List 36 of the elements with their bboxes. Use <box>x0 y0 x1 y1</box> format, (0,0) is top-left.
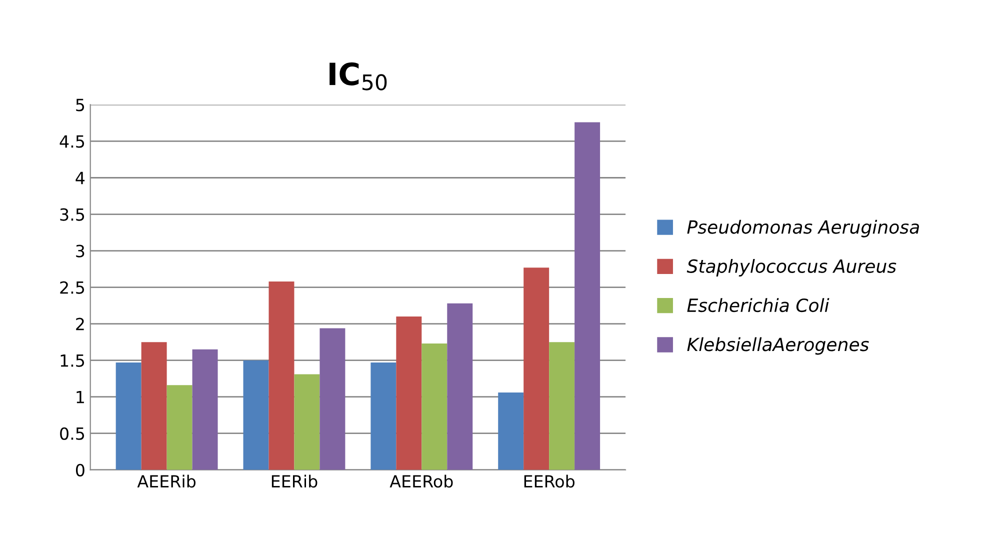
bar <box>524 268 550 470</box>
bar <box>447 303 473 470</box>
legend-label: KlebsiellaAerogenes <box>687 337 869 355</box>
y-tick-label: 4 <box>76 172 85 184</box>
legend-label: Escherichia Coli <box>687 298 830 312</box>
x-tick-label: AEERib <box>137 474 196 488</box>
bar <box>370 362 396 470</box>
x-tick-label: AEERob <box>390 474 453 488</box>
bar <box>141 342 167 470</box>
bar <box>243 360 269 470</box>
y-tick-label: 5 <box>76 98 84 112</box>
bar <box>294 374 320 470</box>
bar <box>320 328 346 470</box>
bar <box>116 362 142 470</box>
bar <box>422 344 448 470</box>
y-tick-label: 3.5 <box>60 208 84 221</box>
legend-label: Pseudomonas Aeruginosa <box>687 220 919 238</box>
y-tick-label: 3 <box>76 244 84 258</box>
bar <box>166 385 192 470</box>
y-tick-label: 2 <box>76 318 84 330</box>
legend-label: Staphylococcus Aureus <box>686 258 896 276</box>
bar <box>498 392 524 470</box>
y-tick-label: 1 <box>76 391 84 404</box>
x-tick-label: EERob <box>524 474 574 488</box>
x-tick-label: EERib <box>272 474 318 488</box>
bar <box>268 281 294 470</box>
y-tick-label: 0 <box>76 464 84 476</box>
y-tick-label: 4.5 <box>60 135 84 148</box>
bar <box>192 349 218 470</box>
bar <box>574 122 600 470</box>
bar <box>396 316 422 470</box>
bar <box>549 342 575 470</box>
chart-title: IC$_{50}$ <box>330 62 387 90</box>
y-tick-label: 2.5 <box>60 281 84 294</box>
y-tick-label: 0.5 <box>60 427 84 440</box>
y-tick-label: 1.5 <box>60 354 84 367</box>
